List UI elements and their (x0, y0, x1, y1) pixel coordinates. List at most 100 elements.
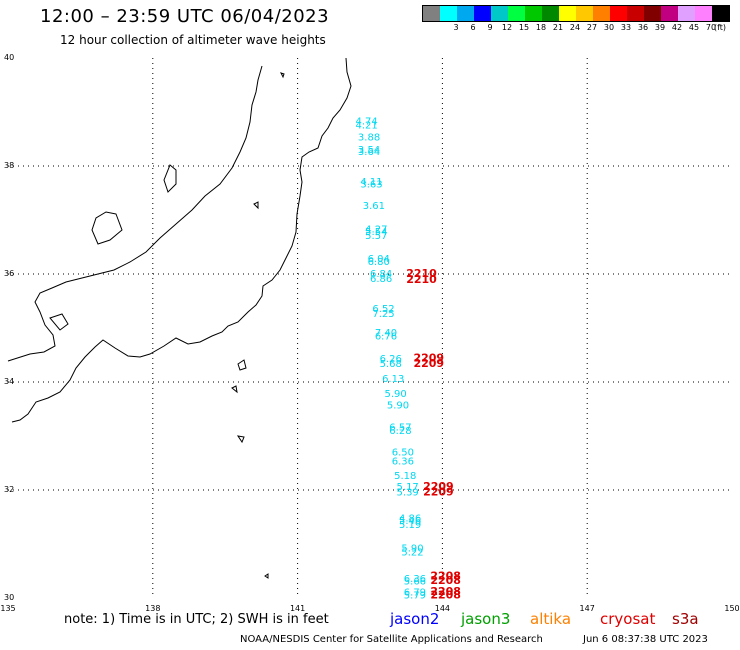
wave-height-observations: 4.744.213.883.543.64 4.113.63 3.61 4.275.54… (356, 116, 427, 601)
coastline-noto-peninsula (91, 211, 123, 245)
wave-height-label: 6.04 (368, 254, 390, 265)
satellite-legend-s3a: s3a (672, 610, 699, 628)
wave-height-label: 5.66 (404, 577, 426, 588)
wave-height-label: 6.52 (372, 304, 394, 315)
wave-height-label: 5.22 (401, 547, 423, 558)
wave-height-label: 6.57 (389, 423, 411, 434)
pass-time-label: 2208 (430, 585, 461, 598)
axis-labels: 135 138 141 144 147 150 30 32 34 36 38 40 (0, 53, 739, 613)
wave-height-label: 6.36 (404, 574, 426, 585)
color-scale-label: 45 (688, 23, 700, 32)
x-tick-label-144: 144 (435, 604, 450, 613)
y-tick-label-34: 34 (4, 377, 14, 386)
wave-height-label: 5.79 (404, 591, 426, 602)
generation-time: Jun 6 08:37:38 UTC 2023 (583, 634, 708, 645)
color-scale-bar (422, 5, 730, 22)
satellite-legend-jason3: jason3 (461, 610, 511, 628)
color-scale-labels: 3 6 9 12 15 18 21 24 27 30 33 36 39 42 45 70 (ft) (422, 22, 730, 34)
wave-height-label: 3.54 (358, 145, 380, 156)
coastline-izu-1 (237, 359, 247, 371)
coastline (7, 57, 352, 579)
color-scale-label: 6 (470, 23, 476, 32)
x-tick-label-147: 147 (580, 604, 595, 613)
color-scale-swatch (457, 6, 474, 21)
color-scale-swatch (661, 6, 678, 21)
credit-line: NOAA/NESDIS Center for Satellite Applica… (240, 634, 543, 645)
y-tick-label-30: 30 (4, 593, 14, 602)
x-tick-label-141: 141 (290, 604, 305, 613)
color-scale-label: 36 (637, 23, 649, 32)
x-tick-label-135: 135 (0, 604, 15, 613)
wave-height-label: 5.68 (380, 359, 402, 370)
wave-height-label: 4.21 (356, 121, 378, 132)
color-scale-label: 9 (487, 23, 493, 32)
satellite-legend-altika: altika (530, 610, 572, 628)
color-scale-swatch (712, 6, 729, 21)
y-tick-label-40: 40 (4, 53, 14, 62)
satellite-legend-jason2: jason2 (390, 610, 440, 628)
y-tick-label-38: 38 (4, 161, 14, 170)
color-scale-label: 39 (654, 23, 666, 32)
color-scale-label: 27 (586, 23, 598, 32)
pass-time-label: 2208 (430, 589, 461, 602)
coastline-sado-island (163, 164, 177, 193)
wave-height-label: 6.80 (368, 257, 390, 268)
wave-height-label: 4.27 (365, 224, 387, 235)
color-scale-swatch (559, 6, 576, 21)
wave-height-label: 5.57 (365, 231, 387, 242)
color-scale-swatch (695, 6, 712, 21)
wave-height-label: 6.76 (375, 331, 397, 342)
wave-height-label: 3.64 (358, 147, 380, 158)
color-scale-swatch (576, 6, 593, 21)
chart-subtitle: 12 hour collection of altimeter wave hei… (60, 33, 326, 47)
wave-height-label: 4.74 (356, 116, 378, 127)
wave-height-label: 4.11 (360, 177, 382, 188)
wave-height-label: 3.88 (358, 133, 380, 144)
wave-height-label: 5.46 (399, 516, 421, 527)
coastline-island-n (280, 72, 285, 79)
color-scale-swatch (440, 6, 457, 21)
coastline-lake (253, 201, 259, 210)
coastline-honshu-west (7, 65, 263, 362)
wave-height-label: 5.90 (387, 400, 409, 411)
wave-height-label: 6.79 (404, 587, 426, 598)
wave-height-label: 5.54 (365, 227, 387, 238)
y-tick-label-36: 36 (4, 269, 14, 278)
pass-time-label: 2208 (430, 570, 461, 583)
wave-height-label: 4.86 (399, 513, 421, 524)
wave-height-label: 3.63 (360, 180, 382, 191)
pass-time-label: 2209 (413, 357, 444, 370)
x-tick-label-138: 138 (145, 604, 160, 613)
coastline-izu-4 (264, 573, 269, 579)
wave-height-label: 6.86 (370, 274, 392, 285)
coastline-izu-2 (231, 385, 238, 394)
wave-height-label: 5.90 (384, 389, 406, 400)
color-scale-label: 33 (620, 23, 632, 32)
pass-time-label: 2209 (413, 351, 444, 364)
color-scale-swatch (525, 6, 542, 21)
wave-height-label: 5.18 (394, 471, 416, 482)
color-scale-label: 24 (569, 23, 581, 32)
color-scale-swatch (423, 6, 440, 21)
pass-time-label: 2209 (423, 485, 454, 498)
wave-height-label: 6.84 (370, 269, 392, 280)
color-scale-swatch (508, 6, 525, 21)
color-scale-legend: 3 6 9 12 15 18 21 24 27 30 33 36 39 42 45 70 (ft) (422, 5, 730, 34)
wave-height-label: 5.17 (397, 482, 419, 493)
color-scale-swatch (593, 6, 610, 21)
color-scale-label: 12 (501, 23, 513, 32)
pass-time-label: 2210 (406, 273, 437, 286)
wave-height-label: 6.50 (392, 447, 414, 458)
wave-height-label: 7.25 (372, 309, 394, 320)
coastline-honshu-east (11, 57, 352, 423)
lat-lon-grid (8, 58, 732, 598)
coastline-awaji (49, 313, 69, 331)
pass-time-label: 2209 (423, 480, 454, 493)
pass-time-label: 2208 (430, 574, 461, 587)
color-scale-swatch (678, 6, 695, 21)
wave-height-label: 6.28 (389, 426, 411, 437)
chart-title: 12:00 – 23:59 UTC 06/04/2023 (40, 6, 330, 27)
color-scale-unit: (ft) (713, 23, 727, 32)
